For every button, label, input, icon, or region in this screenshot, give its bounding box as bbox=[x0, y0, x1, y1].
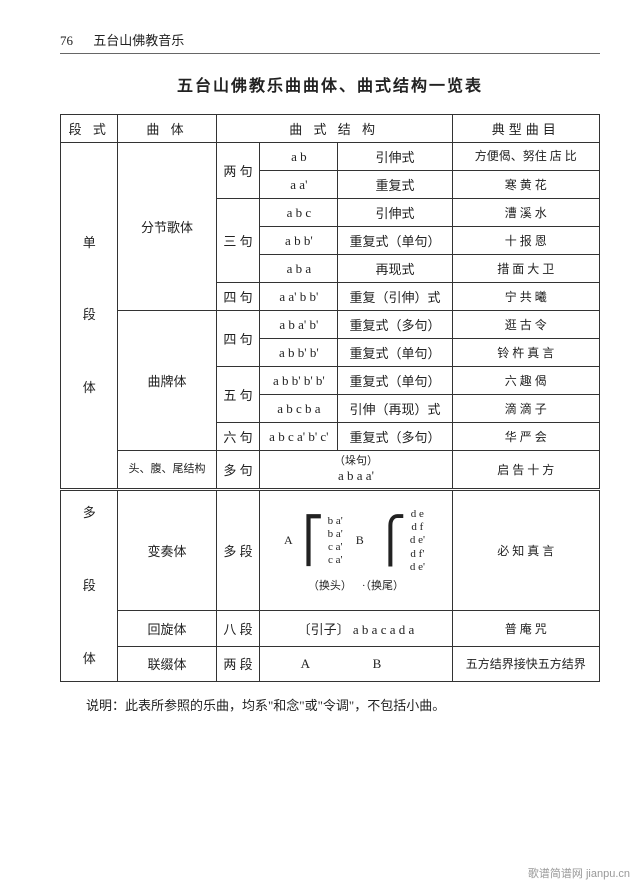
code: a a' bbox=[260, 171, 338, 199]
sub-sixju: 六 句 bbox=[216, 423, 260, 451]
example: 启 告 十 方 bbox=[452, 451, 599, 490]
example: 六 趣 偈 bbox=[452, 367, 599, 395]
section-single: 单段体 bbox=[61, 143, 118, 490]
example: 十 报 恩 bbox=[452, 227, 599, 255]
example: 方便偈、努住 店 比 bbox=[452, 143, 599, 171]
code: a a' b b' bbox=[260, 283, 338, 311]
type: 重复（引伸）式 bbox=[338, 283, 452, 311]
code: a b a' b' bbox=[260, 311, 338, 339]
sub-fiveju: 五 句 bbox=[216, 367, 260, 423]
type: 重复式（单句） bbox=[338, 227, 452, 255]
sub-two: 两 段 bbox=[216, 646, 260, 682]
sub-fourju-a: 四 句 bbox=[216, 283, 260, 311]
matrix-cell: A ⎡ b a' b a' c a' c a' B ⎧ bbox=[260, 490, 452, 611]
code-duoju: （垛句） a b a a' bbox=[260, 451, 452, 490]
example: 普 庵 咒 bbox=[452, 611, 599, 647]
sub-eight: 八 段 bbox=[216, 611, 260, 647]
matrix-a: b a' b a' c a' c a' bbox=[325, 515, 346, 568]
body-fenjie: 分节歌体 bbox=[118, 143, 216, 311]
sub-duoduan: 多 段 bbox=[216, 490, 260, 611]
type: 重复式（多句） bbox=[338, 311, 452, 339]
bracket-icon: ⎧ bbox=[374, 519, 407, 563]
body-qupai: 曲牌体 bbox=[118, 311, 216, 451]
structure-table: 段 式 曲 体 曲 式 结 构 典型曲目 单段体 分节歌体 两 句 a b 引伸… bbox=[60, 114, 600, 682]
footnote: 说明：此表所参照的乐曲，均系"和念"或"令调"，不包括小曲。 bbox=[60, 696, 600, 717]
table-title: 五台山佛教乐曲曲体、曲式结构一览表 bbox=[60, 72, 600, 96]
running-title: 五台山佛教音乐 bbox=[93, 33, 184, 48]
type: 引伸（再现）式 bbox=[338, 395, 452, 423]
example: 铃 杵 真 言 bbox=[452, 339, 599, 367]
col-structure: 曲 式 结 构 bbox=[216, 115, 452, 143]
body-tfw: 头、腹、尾结构 bbox=[118, 451, 216, 490]
code: A B bbox=[260, 646, 452, 682]
code: a b c a' b' c' bbox=[260, 423, 338, 451]
example: 华 严 会 bbox=[452, 423, 599, 451]
type: 重复式（多句） bbox=[338, 423, 452, 451]
type: 重复式（单句） bbox=[338, 339, 452, 367]
example: 漕 溪 水 bbox=[452, 199, 599, 227]
matrix-b: d e d f d e' d f' d e' bbox=[407, 508, 428, 574]
example: 滴 滴 子 bbox=[452, 395, 599, 423]
sub-threeju: 三 句 bbox=[216, 199, 260, 283]
code: a b bbox=[260, 143, 338, 171]
sub-duoju: 多 句 bbox=[216, 451, 260, 490]
section-multi: 多段体 bbox=[61, 490, 118, 682]
code: a b a bbox=[260, 255, 338, 283]
code: a b c bbox=[260, 199, 338, 227]
page-number: 76 bbox=[60, 33, 90, 49]
example: 必 知 真 言 bbox=[452, 490, 599, 611]
bracket-icon: ⎡ bbox=[303, 519, 325, 563]
example: 逛 古 令 bbox=[452, 311, 599, 339]
page-header: 76 五台山佛教音乐 bbox=[60, 30, 600, 54]
type: 引伸式 bbox=[338, 143, 452, 171]
sub-fourju-b: 四 句 bbox=[216, 311, 260, 367]
col-section: 段 式 bbox=[61, 115, 118, 143]
code: a b b' b' bbox=[260, 339, 338, 367]
type: 再现式 bbox=[338, 255, 452, 283]
example: 五方结界接快五方结界 bbox=[452, 646, 599, 682]
type: 重复式 bbox=[338, 171, 452, 199]
code: a b b' bbox=[260, 227, 338, 255]
body-huixuan: 回旋体 bbox=[118, 611, 216, 647]
type: 引伸式 bbox=[338, 199, 452, 227]
col-body: 曲 体 bbox=[118, 115, 216, 143]
body-bianzou: 变奏体 bbox=[118, 490, 216, 611]
type: 重复式（单句） bbox=[338, 367, 452, 395]
example: 措 面 大 卫 bbox=[452, 255, 599, 283]
example: 寒 黄 花 bbox=[452, 171, 599, 199]
body-lianzhui: 联缀体 bbox=[118, 646, 216, 682]
code: a b c b a bbox=[260, 395, 338, 423]
col-example: 典型曲目 bbox=[452, 115, 599, 143]
code: a b b' b' b' bbox=[260, 367, 338, 395]
code: 〔引子〕 a b a c a d a bbox=[260, 611, 452, 647]
watermark: 歌谱简谱网 jianpu.cn bbox=[528, 865, 630, 881]
sub-twoju: 两 句 bbox=[216, 143, 260, 199]
example: 宁 共 曦 bbox=[452, 283, 599, 311]
